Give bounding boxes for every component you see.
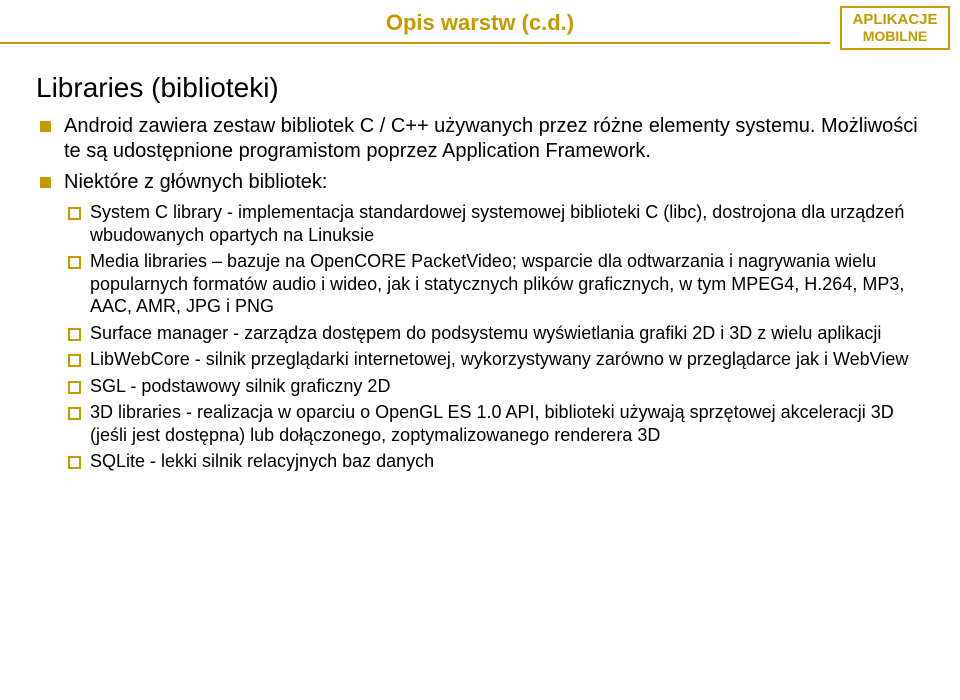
- slide-title: Opis warstw (c.d.): [386, 10, 574, 36]
- sub-list-item-text: SGL - podstawowy silnik graficzny 2D: [90, 376, 390, 396]
- list-item-text: Niektóre z głównych bibliotek:: [64, 171, 327, 193]
- sub-list-item-text: LibWebCore - silnik przeglądarki interne…: [90, 349, 908, 369]
- sub-list-item: SQLite - lekki silnik relacyjnych baz da…: [64, 450, 932, 473]
- sub-list-item-text: SQLite - lekki silnik relacyjnych baz da…: [90, 451, 434, 471]
- list-item: Android zawiera zestaw bibliotek C / C++…: [36, 114, 932, 164]
- sub-list-item: Surface manager - zarządza dostępem do p…: [64, 322, 932, 345]
- header: Opis warstw (c.d.) APLIKACJE MOBILNE: [0, 0, 960, 56]
- list-item-text: Android zawiera zestaw bibliotek C / C++…: [64, 115, 918, 162]
- course-badge: APLIKACJE MOBILNE: [840, 6, 950, 50]
- content-area: Libraries (biblioteki) Android zawiera z…: [0, 56, 960, 473]
- sub-list-item: System C library - implementacja standar…: [64, 201, 932, 246]
- sub-list-item: LibWebCore - silnik przeglądarki interne…: [64, 348, 932, 371]
- sub-list-item-text: 3D libraries - realizacja w oparciu o Op…: [90, 402, 894, 445]
- title-rule: [0, 42, 830, 44]
- sub-list-item: SGL - podstawowy silnik graficzny 2D: [64, 375, 932, 398]
- section-heading: Libraries (biblioteki): [36, 72, 932, 104]
- bullet-list: Android zawiera zestaw bibliotek C / C++…: [36, 114, 932, 473]
- sub-list-item: 3D libraries - realizacja w oparciu o Op…: [64, 401, 932, 446]
- sub-list-item-text: Media libraries – bazuje na OpenCORE Pac…: [90, 251, 904, 316]
- badge-line1: APLIKACJE: [842, 12, 948, 29]
- sub-list-item-text: System C library - implementacja standar…: [90, 202, 904, 245]
- sub-list-item-text: Surface manager - zarządza dostępem do p…: [90, 323, 881, 343]
- sub-bullet-list: System C library - implementacja standar…: [64, 201, 932, 473]
- list-item: Niektóre z głównych bibliotek: System C …: [36, 170, 932, 473]
- sub-list-item: Media libraries – bazuje na OpenCORE Pac…: [64, 250, 932, 318]
- badge-line2: MOBILNE: [842, 29, 948, 44]
